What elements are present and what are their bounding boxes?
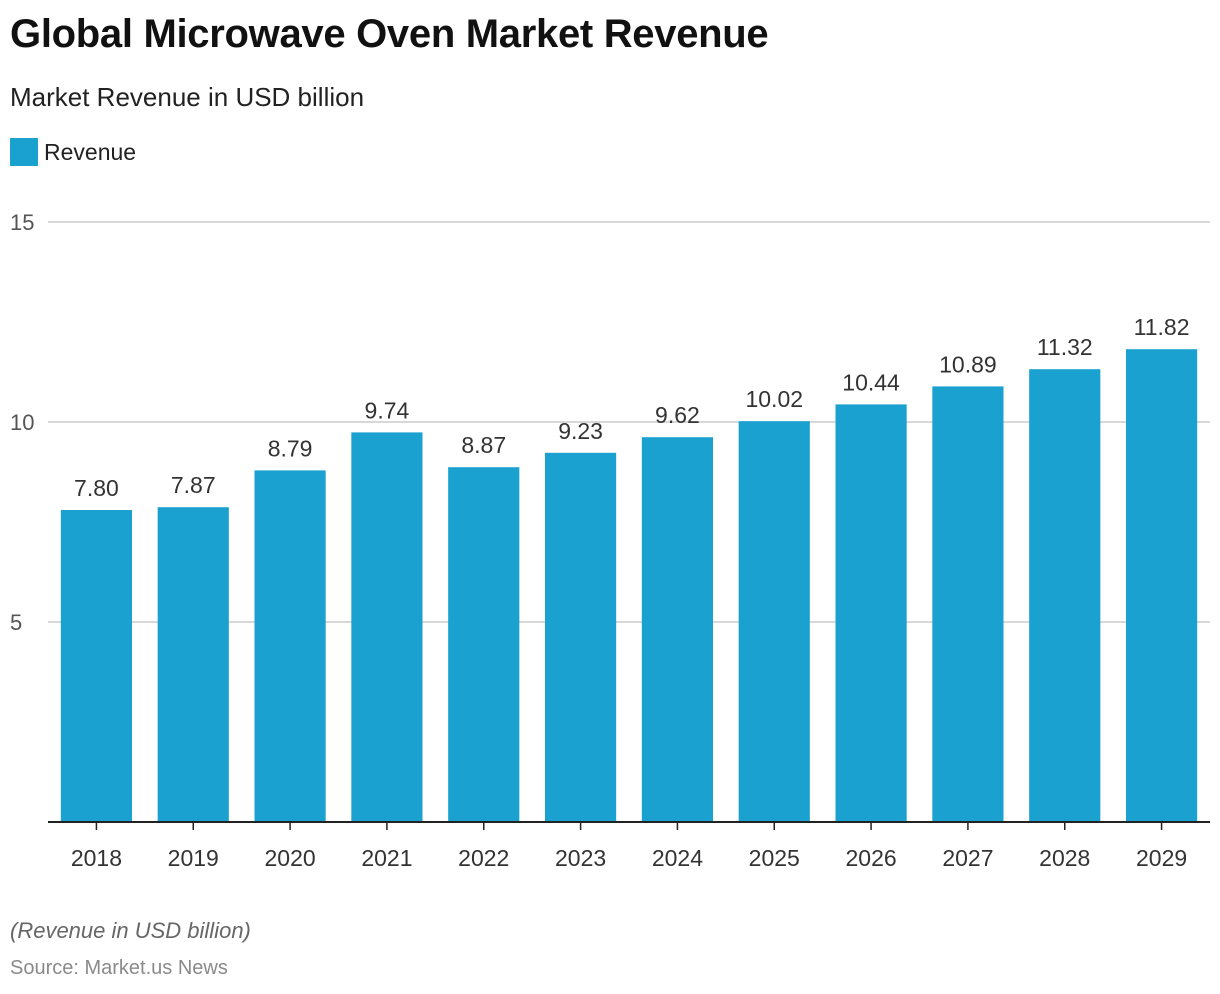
- x-tick-label: 2018: [71, 845, 122, 871]
- bar: [544, 452, 617, 822]
- x-tick-label: 2024: [652, 845, 703, 871]
- bar: [351, 432, 423, 822]
- x-tick-label: 2027: [942, 845, 993, 871]
- x-tick-label: 2028: [1039, 845, 1090, 871]
- bar: [1029, 369, 1101, 822]
- x-tick-label: 2021: [361, 845, 412, 871]
- x-tick-label: 2026: [845, 845, 896, 871]
- data-label: 7.87: [171, 472, 216, 498]
- source-credit: Source: Market.us News: [10, 957, 228, 979]
- y-tick-label: 15: [10, 210, 34, 235]
- y-tick-label: 10: [10, 410, 34, 435]
- bar: [932, 386, 1004, 822]
- x-tick-label: 2023: [555, 845, 606, 871]
- x-tick-label: 2022: [458, 845, 509, 871]
- x-tick-label: 2025: [749, 845, 800, 871]
- y-tick-label: 5: [10, 610, 22, 635]
- page-subtitle: Market Revenue in USD billion: [10, 82, 365, 112]
- x-tick-label: 2019: [168, 845, 219, 871]
- legend-label: Revenue: [44, 138, 137, 165]
- bar: [738, 421, 810, 822]
- data-label: 9.74: [365, 397, 410, 423]
- bar: [157, 507, 229, 822]
- page-title: Global Microwave Oven Market Revenue: [10, 12, 769, 56]
- bar: [254, 470, 326, 822]
- bar: [1125, 349, 1198, 822]
- bar: [641, 437, 714, 822]
- data-label: 9.62: [655, 402, 700, 428]
- footnote: (Revenue in USD billion): [10, 918, 251, 943]
- data-label: 11.82: [1134, 314, 1190, 340]
- data-label: 10.89: [939, 351, 997, 377]
- data-label: 11.32: [1037, 334, 1093, 360]
- x-tick-label: 2020: [264, 845, 315, 871]
- bar: [835, 404, 907, 822]
- data-label: 10.44: [842, 369, 900, 395]
- x-tick-label: 2029: [1136, 845, 1187, 871]
- data-label: 8.87: [461, 432, 506, 458]
- legend: Revenue: [10, 138, 136, 166]
- data-label: 9.23: [558, 418, 603, 444]
- bar: [448, 467, 520, 822]
- data-label: 7.80: [74, 475, 119, 501]
- data-label: 8.79: [268, 435, 313, 461]
- legend-swatch: [10, 138, 38, 166]
- data-label: 10.02: [745, 386, 803, 412]
- bar: [60, 510, 133, 822]
